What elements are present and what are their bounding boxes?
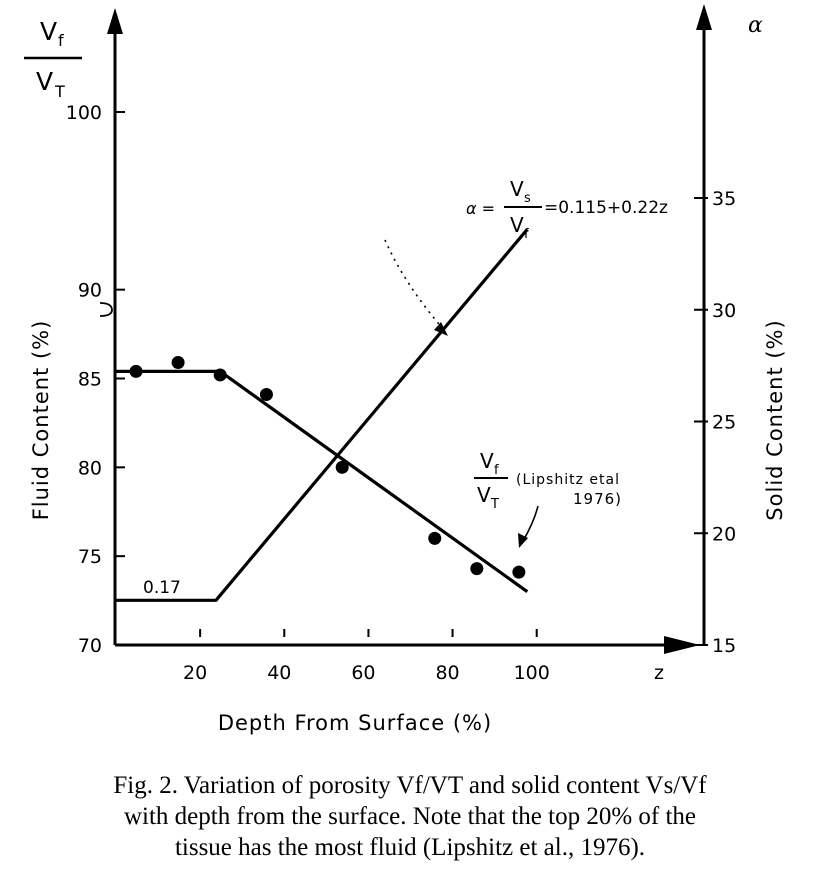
lipshitz-cite-2: 1976) [573,490,622,508]
data-point [512,565,526,579]
alpha-line [115,228,529,602]
left-fraction-den: V [36,67,53,96]
axis-ticks [115,111,708,646]
alpha-equation: α = V s V f =0.115+0.22z [466,177,668,242]
left-fraction-num-sub: f [58,31,64,50]
x-tick-label: 80 [435,662,459,684]
right-tick-label: 30 [712,300,736,322]
left-tick-label: 70 [78,635,102,657]
data-point [259,387,273,401]
data-point [129,364,143,378]
right-tick-label: 25 [712,412,736,434]
x-axis-arrow [664,636,700,654]
data-point [470,562,484,576]
right-axis-arrow [696,4,712,30]
alpha-leader-arrow [384,239,448,336]
right-tick-label: 15 [712,635,736,657]
alpha-eq-den-sub: f [524,227,529,242]
x-tick-label: 40 [267,662,291,684]
left-tick-label: 100 [66,102,102,124]
left-fraction-num: V [40,17,57,46]
left-tick-label: 85 [78,369,102,391]
x-tick-label: 20 [183,662,207,684]
chart-axes [107,4,712,654]
lipshitz-den-sub: T [490,497,499,512]
left-tick-label: 80 [78,457,102,479]
data-point [335,460,349,474]
lipshitz-den: V [477,483,491,507]
data-point [213,368,227,382]
x-tick-label: 60 [351,662,375,684]
caption-line-1: Fig. 2. Variation of porosity Vf/VT and … [113,772,707,799]
left-tick-label: 90 [78,280,102,302]
chart-series [115,228,529,602]
alpha-eq-lhs: α = [466,199,495,218]
left-axis-arrow [107,8,123,34]
baseline-label: 0.17 [143,578,181,598]
lipshitz-annotation: V f V T (Lipshitz etal 1976) [474,449,622,512]
alpha-eq-den: V [510,213,524,237]
right-tick-label: 35 [712,188,736,210]
left-fraction-den-sub: T [54,82,65,101]
tick-labels: 70 75 80 85 90 100 15 20 25 30 35 20 40 60 80 100 [66,102,736,684]
x-axis-z-label: z [654,662,664,684]
data-point [171,356,185,370]
right-axis-symbol: α [748,13,763,38]
right-tick-label: 20 [712,523,736,545]
lipshitz-num-sub: f [494,463,499,478]
left-bracket [99,302,113,317]
alpha-eq-rhs: =0.115+0.22z [544,198,668,218]
alpha-eq-num-sub: s [524,191,531,206]
figure-caption: Fig. 2. Variation of porosity Vf/VT and … [0,770,820,863]
lipshitz-leader-arrow [518,505,539,548]
left-axis-fraction: V f V T [24,17,82,101]
alpha-eq-num: V [510,177,524,201]
left-axis-title: Fluid Content (%) [29,320,53,521]
data-point [428,531,442,545]
lipshitz-cite-1: (Lipshitz etal [516,472,620,488]
x-tick-label: 100 [514,662,550,684]
x-axis-title: Depth From Surface (%) [218,711,492,735]
lipshitz-num: V [480,449,494,473]
caption-line-2: with depth from the surface. Note that t… [123,803,697,830]
right-axis-title: Solid Content (%) [763,319,787,520]
porosity-line [115,369,529,594]
left-tick-label: 75 [78,546,102,568]
caption-line-3: tissue has the most fluid (Lipshitz et a… [174,834,646,861]
